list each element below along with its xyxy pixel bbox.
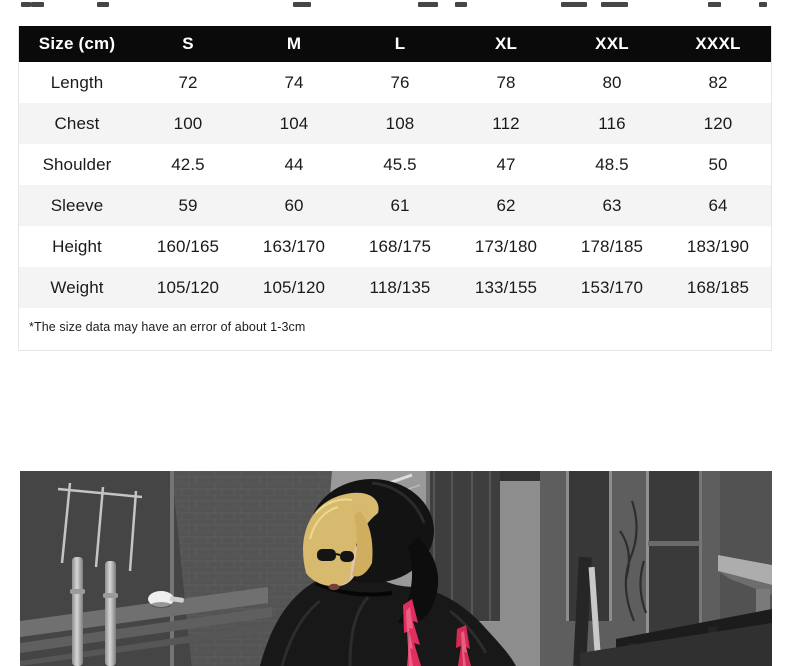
pipe (105, 561, 116, 666)
table-row: Sleeve 59 60 61 62 63 64 (19, 185, 771, 226)
size-cell: 42.5 (171, 154, 205, 174)
size-col-s: S (135, 26, 241, 62)
table-row: Chest 100 104 108 112 116 120 (19, 103, 771, 144)
size-table-header-row: Size (cm) S M L XL XXL XXXL (19, 26, 771, 62)
row-label: Chest (54, 113, 100, 133)
size-cell: 47 (496, 154, 516, 174)
vines (619, 500, 648, 622)
size-cell: 168/175 (368, 236, 432, 256)
background-building-left (20, 471, 332, 666)
size-cell: 153/170 (580, 277, 644, 297)
row-label: Shoulder (42, 154, 112, 174)
size-cell: 63 (602, 195, 622, 215)
row-label: Length (50, 72, 104, 92)
size-cell: 105/120 (262, 277, 326, 297)
size-col-m: M (241, 26, 347, 62)
product-photo-illustration (20, 471, 772, 666)
size-cell: 72 (178, 72, 198, 92)
jacket (260, 569, 516, 666)
row-label: Height (52, 236, 102, 256)
size-cell: 64 (708, 195, 728, 215)
size-cell: 112 (492, 113, 520, 133)
railing (57, 482, 143, 572)
text-fragment (97, 2, 109, 7)
text-fragment (418, 2, 438, 7)
size-cell: 163/170 (262, 236, 326, 256)
size-chart: Size (cm) S M L XL XXL XXXL Length 72 74 76… (18, 26, 772, 351)
size-unit-header: Size (cm) (19, 26, 135, 62)
size-cell: 168/185 (686, 277, 750, 297)
pink-lightning-accents (403, 599, 471, 666)
text-fragment (455, 2, 467, 7)
size-note: *The size data may have an error of abou… (29, 320, 306, 334)
size-cell: 108 (385, 113, 415, 133)
table-row: Length 72 74 76 78 80 82 (19, 62, 771, 103)
size-cell: 50 (708, 154, 728, 174)
size-cell: 133/155 (474, 277, 538, 297)
size-cell: 60 (284, 195, 304, 215)
size-cell: 48.5 (595, 154, 629, 174)
size-cell: 120 (703, 113, 733, 133)
table-row: Shoulder 42.5 44 45.5 47 48.5 50 (19, 144, 771, 185)
row-label: Sleeve (50, 195, 104, 215)
size-cell: 104 (279, 113, 309, 133)
text-fragment (759, 2, 767, 7)
size-cell: 116 (598, 113, 626, 133)
pipe (72, 557, 83, 666)
sunglasses (317, 549, 354, 562)
size-cell: 178/185 (580, 236, 644, 256)
size-cell: 61 (390, 195, 410, 215)
size-cell: 118/135 (369, 277, 431, 297)
text-fragment (293, 2, 311, 7)
size-col-xxl: XXL (559, 26, 665, 62)
product-photo (20, 471, 772, 666)
size-cell: 80 (602, 72, 622, 92)
background-building-right (540, 471, 772, 666)
size-cell: 105/120 (156, 277, 220, 297)
size-cell: 183/190 (686, 236, 750, 256)
size-cell: 100 (173, 113, 203, 133)
size-cell: 74 (284, 72, 304, 92)
size-col-xxxl: XXXL (665, 26, 771, 62)
size-cell: 160/165 (156, 236, 220, 256)
size-cell: 45.5 (383, 154, 417, 174)
size-col-xl: XL (453, 26, 559, 62)
text-fragment (708, 2, 721, 7)
mouth (328, 583, 340, 591)
row-label: Weight (50, 277, 104, 297)
size-cell: 173/180 (474, 236, 538, 256)
size-col-l: L (347, 26, 453, 62)
size-cell: 44 (284, 154, 304, 174)
text-fragment (21, 2, 31, 7)
model-figure (260, 479, 516, 666)
size-table: Size (cm) S M L XL XXL XXXL Length 72 74 76… (19, 26, 771, 308)
text-fragment (561, 2, 587, 7)
size-cell: 62 (496, 195, 516, 215)
wall-lamp (148, 591, 184, 608)
size-cell: 76 (390, 72, 410, 92)
table-row: Weight 105/120 105/120 118/135 133/155 153/17… (19, 267, 771, 308)
table-row: Height 160/165 163/170 168/175 173/180 178/18… (19, 226, 771, 267)
size-cell: 59 (178, 195, 198, 215)
size-cell: 82 (708, 72, 728, 92)
size-cell: 78 (496, 72, 516, 92)
text-fragment (31, 2, 44, 7)
text-fragment (601, 2, 628, 7)
